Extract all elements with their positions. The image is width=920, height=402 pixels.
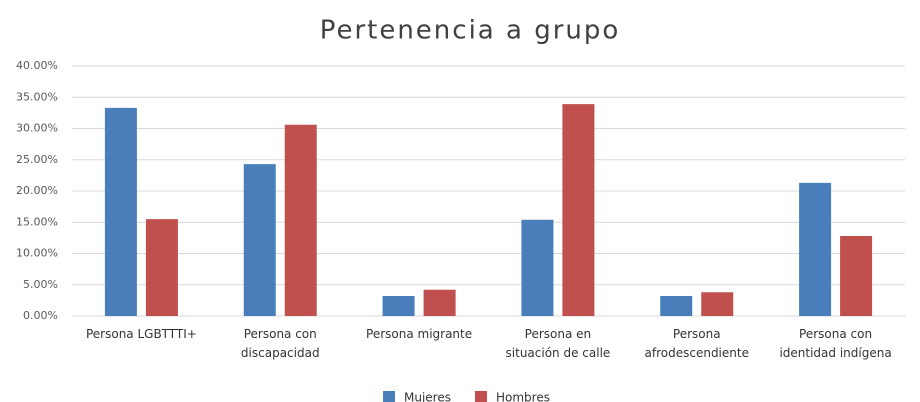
bar [660,296,693,316]
x-tick-label: Persona afrodescendiente [645,327,749,360]
x-tick-label: Persona en situación de calle [506,327,611,360]
x-tick-label: Persona con discapacidad [241,327,320,360]
bar [243,164,276,316]
legend-swatch [383,391,395,402]
bar [382,296,415,316]
x-tick-label: Persona con identidad indígena [779,327,891,360]
bar [562,104,595,316]
y-tick-label: 25.00% [16,153,58,166]
y-tick-label: 10.00% [16,247,58,260]
legend-label: Mujeres [404,391,451,402]
y-tick-label: 0.00% [23,309,58,322]
x-tick-label: Persona migrante [366,327,472,341]
bar [104,107,137,316]
bar [799,182,832,316]
y-tick-label: 30.00% [16,122,58,135]
chart-title: Pertenencia a grupo [320,16,621,46]
legend-swatch [474,391,487,402]
y-tick-label: 5.00% [23,278,58,291]
bar [701,292,734,316]
bar [840,236,873,316]
y-tick-label: 20.00% [16,184,58,197]
y-tick-label: 15.00% [16,215,58,228]
bar [423,289,456,316]
bar [284,124,317,316]
y-tick-label: 40.00% [16,59,58,72]
bar [521,219,554,316]
y-tick-label: 35.00% [16,90,58,103]
x-tick-label: Persona LGBTTTI+ [86,327,197,341]
legend-label: Hombres [496,391,550,402]
bar [145,219,178,316]
